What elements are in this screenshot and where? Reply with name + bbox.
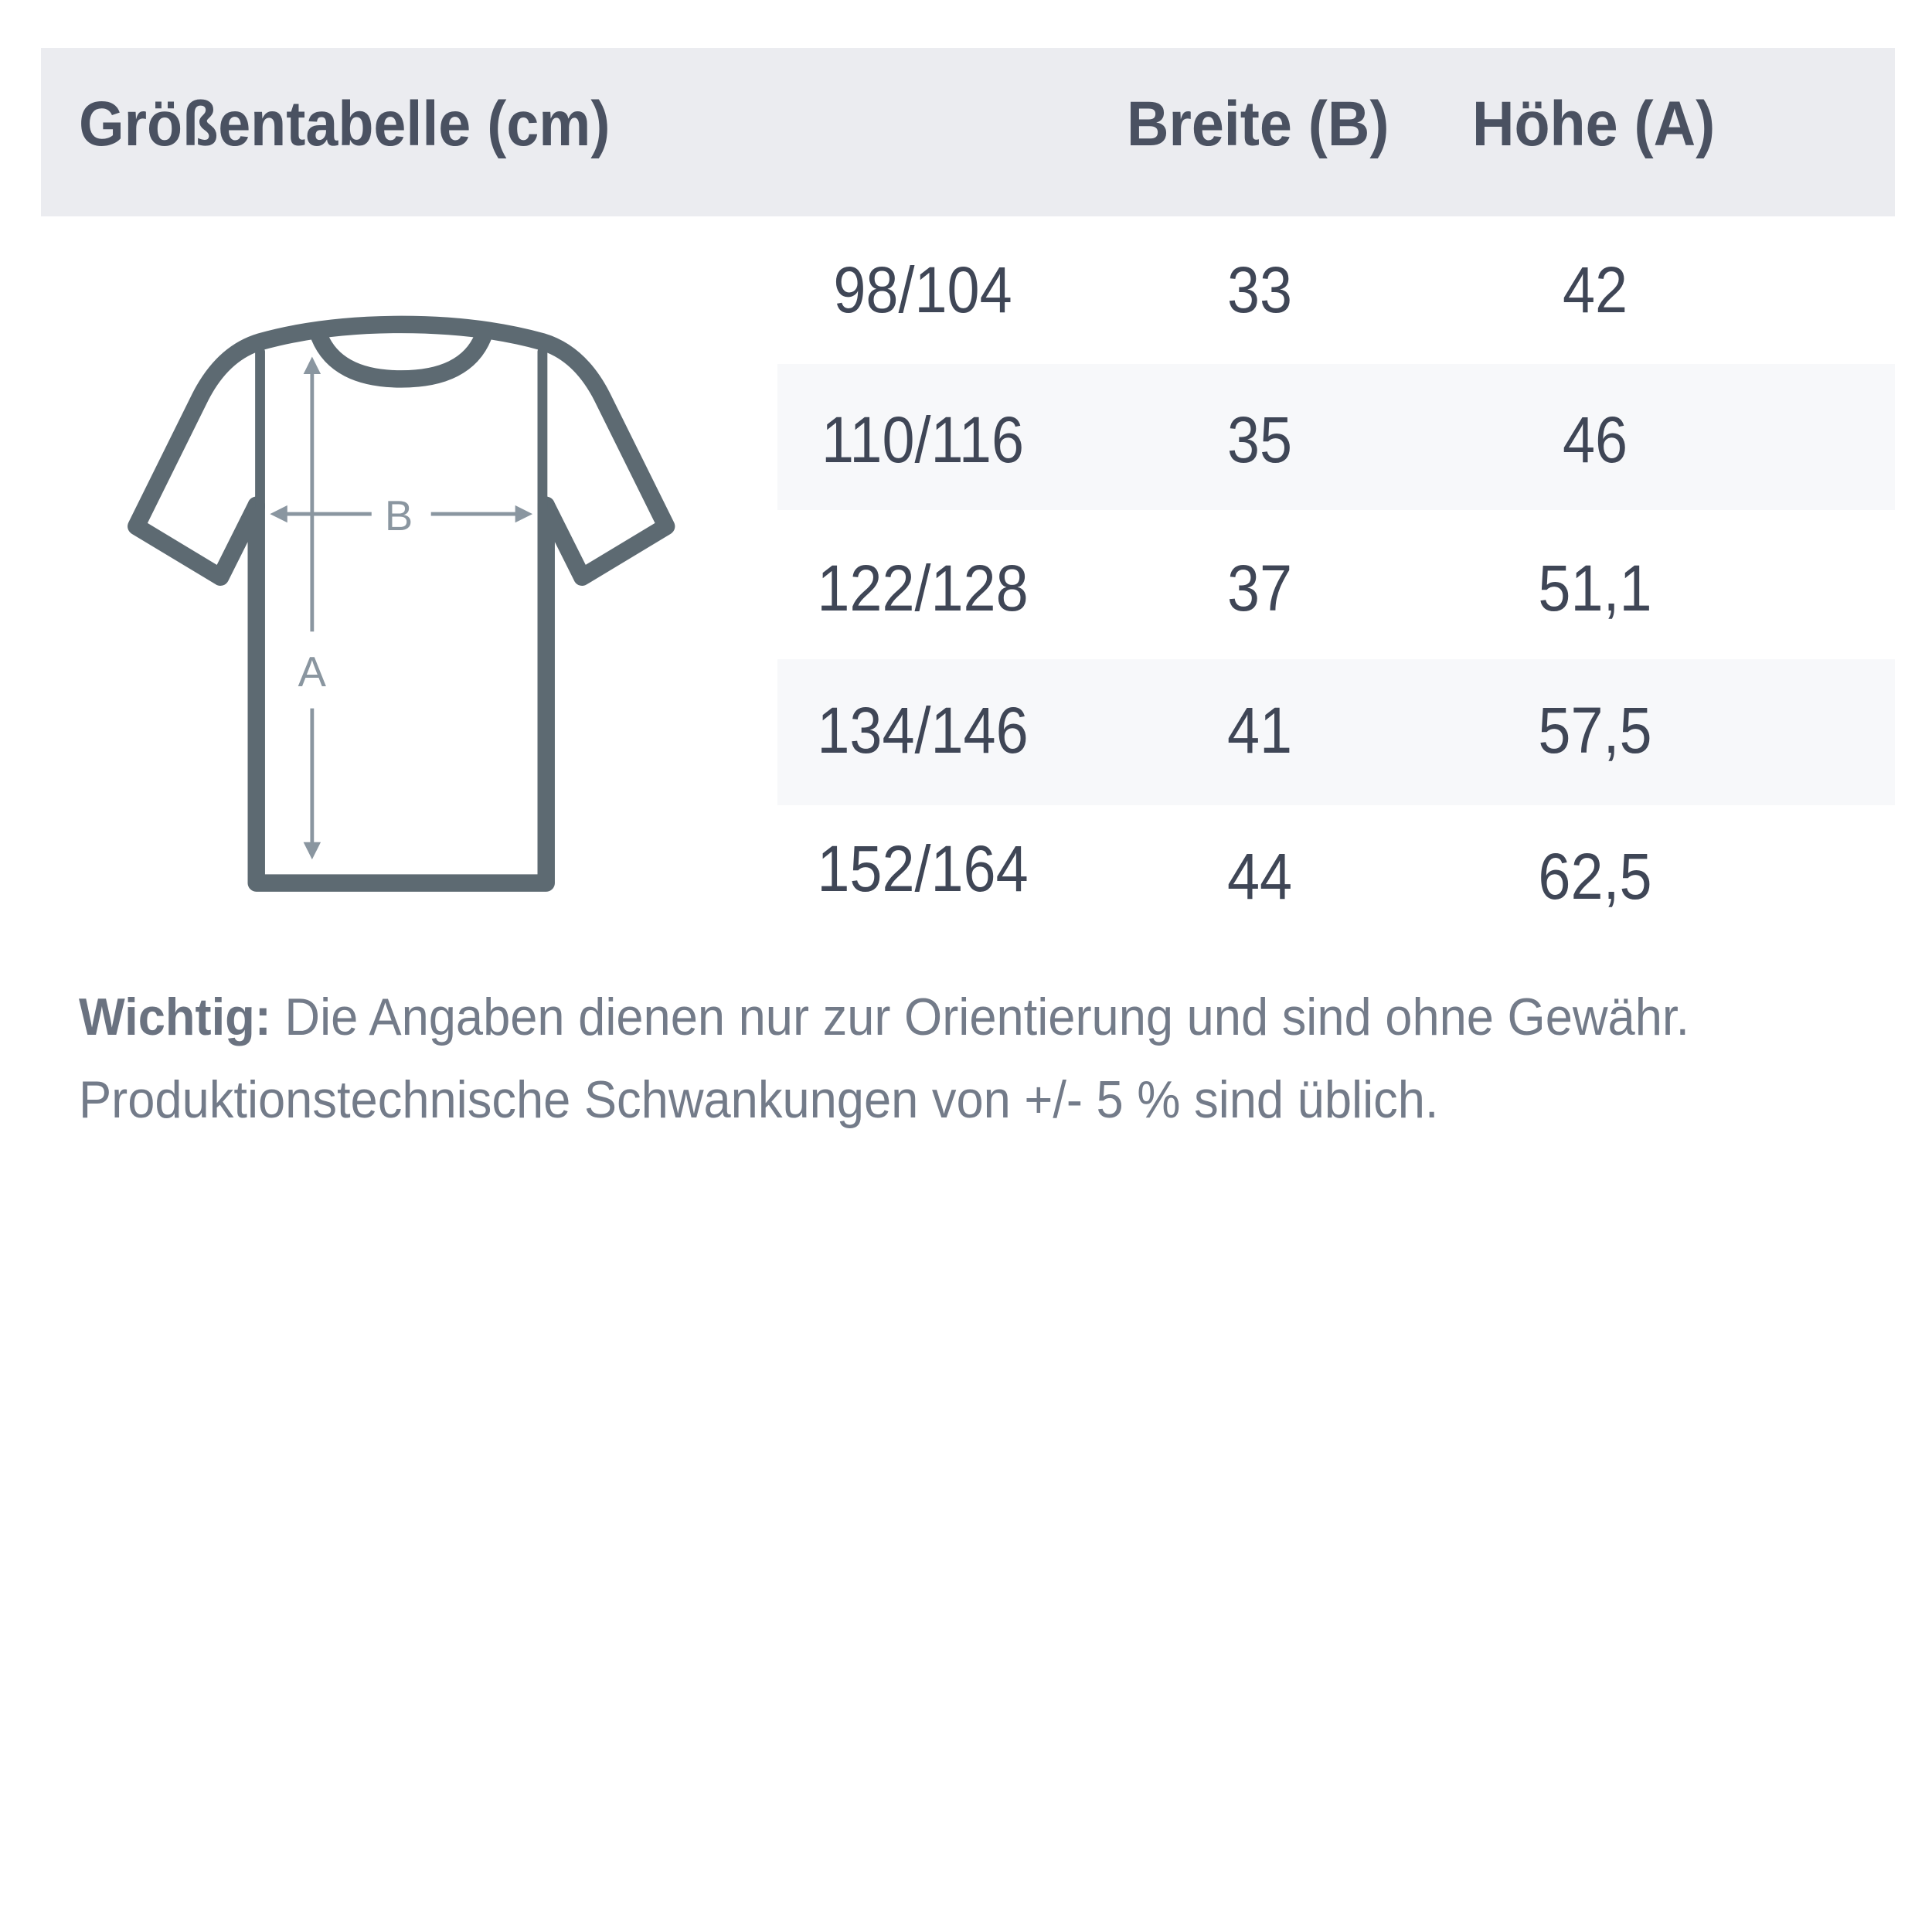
size-cell: 152/164: [817, 832, 1029, 905]
size-cell: 110/116: [821, 403, 1025, 476]
note-text-1: Die Angaben dienen nur zur Orientierung …: [284, 988, 1690, 1046]
column-header-width: Breite (B): [1127, 89, 1389, 159]
width-cell: 41: [1226, 694, 1293, 767]
note-line-2: Produktionstechnische Schwankungen von +…: [79, 1070, 1439, 1129]
note-line-1: Wichtig: Die Angaben dienen nur zur Orie…: [79, 991, 1689, 1043]
width-label: B: [385, 492, 413, 539]
row-stripe: [777, 659, 1895, 805]
height-cell: 62,5: [1538, 840, 1652, 913]
table-header: [41, 48, 1895, 216]
width-cell: 44: [1226, 840, 1293, 913]
width-cell: 33: [1226, 253, 1293, 326]
column-header-height: Höhe (A): [1472, 89, 1716, 159]
height-cell: 57,5: [1538, 694, 1652, 767]
note-label: Wichtig:: [79, 988, 271, 1046]
row-stripe: [777, 364, 1895, 510]
width-cell: 37: [1226, 552, 1293, 624]
size-cell: 134/146: [817, 694, 1029, 767]
size-cell: 98/104: [833, 253, 1012, 326]
height-label: A: [298, 648, 327, 696]
height-cell: 51,1: [1538, 552, 1652, 624]
table-title: Größentabelle (cm): [79, 89, 611, 159]
width-cell: 35: [1226, 403, 1293, 476]
height-cell: 42: [1562, 253, 1628, 326]
height-cell: 46: [1562, 403, 1628, 476]
size-cell: 122/128: [817, 552, 1029, 624]
